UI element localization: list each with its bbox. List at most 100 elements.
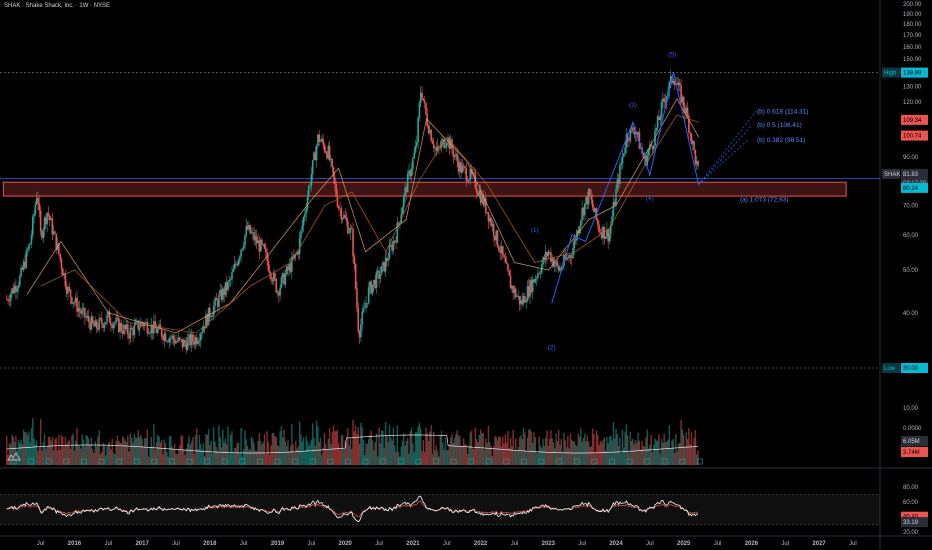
candle-body xyxy=(475,188,478,193)
volume-bar xyxy=(607,443,609,465)
volume-bar xyxy=(154,449,156,465)
volume-bar xyxy=(38,446,41,465)
candle-body xyxy=(272,273,275,282)
volume-bar xyxy=(449,437,452,465)
candle-body xyxy=(680,85,682,103)
candle-body xyxy=(209,307,211,318)
volume-bar xyxy=(571,439,573,465)
volume-bar xyxy=(555,433,557,465)
price-tick-label: 120.00 xyxy=(903,100,922,106)
volume-bar xyxy=(642,445,645,465)
candle-body xyxy=(124,325,127,330)
volume-bar xyxy=(223,442,225,465)
earnings-icon xyxy=(415,458,422,465)
volume-bar xyxy=(52,450,55,465)
candle-body xyxy=(522,296,525,304)
volume-bar xyxy=(214,441,216,465)
x-tick-label: Jul xyxy=(240,541,248,547)
price-tag-value-bg xyxy=(901,130,928,141)
volume-bar xyxy=(30,428,33,465)
volume-bar xyxy=(138,436,141,465)
price-tag-name-bg xyxy=(882,168,900,179)
candle-body xyxy=(606,229,608,237)
candle-body xyxy=(378,270,380,279)
candle-body xyxy=(162,336,164,341)
candle-body xyxy=(587,189,590,205)
candle-body xyxy=(569,255,572,258)
candle-body xyxy=(74,297,77,303)
candle-body xyxy=(554,264,556,267)
candle-body xyxy=(189,334,192,346)
candle-body xyxy=(288,263,291,271)
volume-bar xyxy=(297,446,300,465)
candle-body xyxy=(399,222,401,224)
volume-bar xyxy=(46,446,48,465)
volume-bar xyxy=(132,442,134,465)
volume-bar xyxy=(120,442,123,465)
candle-body xyxy=(599,232,602,233)
earnings-icon xyxy=(98,458,105,465)
candle-body xyxy=(11,288,13,295)
volume-bar xyxy=(228,453,231,465)
volume-bar xyxy=(356,434,358,465)
volume-bar xyxy=(175,453,177,465)
volume-bar xyxy=(517,447,520,465)
volume-bar xyxy=(620,453,622,465)
candle-body xyxy=(24,261,26,268)
candle-body xyxy=(504,257,507,263)
candle-body xyxy=(236,264,238,266)
x-tick-label: Jul xyxy=(646,541,654,547)
candle-body xyxy=(71,297,73,304)
volume-bar xyxy=(34,444,37,465)
volume-bar xyxy=(348,445,350,465)
candle-body xyxy=(681,96,684,103)
earnings-icon xyxy=(221,458,228,465)
candle-body xyxy=(590,196,593,200)
volume-bar xyxy=(630,440,633,465)
candle-body xyxy=(366,302,369,304)
price-tag: 80.24 xyxy=(901,182,928,193)
candle-body xyxy=(78,308,81,311)
candle-body xyxy=(300,230,302,238)
volume-bar xyxy=(47,436,50,465)
candle-body xyxy=(596,219,599,225)
wave-label: (2) xyxy=(548,345,556,352)
volume-bar xyxy=(118,441,120,465)
volume-bar xyxy=(503,443,505,465)
candle-body xyxy=(202,326,205,332)
volume-bar xyxy=(466,453,469,465)
volume-bar xyxy=(115,441,117,465)
volume-bar xyxy=(558,430,560,465)
candle-body xyxy=(227,281,229,290)
volume-bar xyxy=(270,445,272,465)
candle-body xyxy=(283,273,285,285)
candle-body xyxy=(425,102,427,115)
volume-bar xyxy=(479,429,482,465)
candle-body xyxy=(147,333,150,334)
candle-body xyxy=(107,311,110,315)
earnings-icon xyxy=(380,458,386,465)
rsi-tag-bg xyxy=(901,511,928,522)
candle-body xyxy=(343,214,345,219)
volume-bar xyxy=(581,441,583,465)
earnings-icon xyxy=(239,458,246,465)
candle-body xyxy=(533,279,535,283)
volume-ma-line xyxy=(6,434,699,454)
volume-bar xyxy=(474,427,477,465)
volume-bar xyxy=(171,446,173,465)
volume-bar xyxy=(496,440,499,465)
volume-bar xyxy=(537,452,539,465)
candle-body xyxy=(435,147,438,151)
volume-bar xyxy=(669,448,672,465)
volume-bar xyxy=(535,452,538,465)
price-tick-label: 60.00 xyxy=(903,233,919,239)
candle-body xyxy=(396,222,399,243)
candle-body xyxy=(241,248,244,250)
volume-bar xyxy=(220,447,223,465)
candle-body xyxy=(29,243,32,245)
candle-body xyxy=(623,153,625,157)
volume-bar xyxy=(567,435,569,465)
volume-bar xyxy=(147,456,150,465)
volume-bar xyxy=(177,449,180,465)
